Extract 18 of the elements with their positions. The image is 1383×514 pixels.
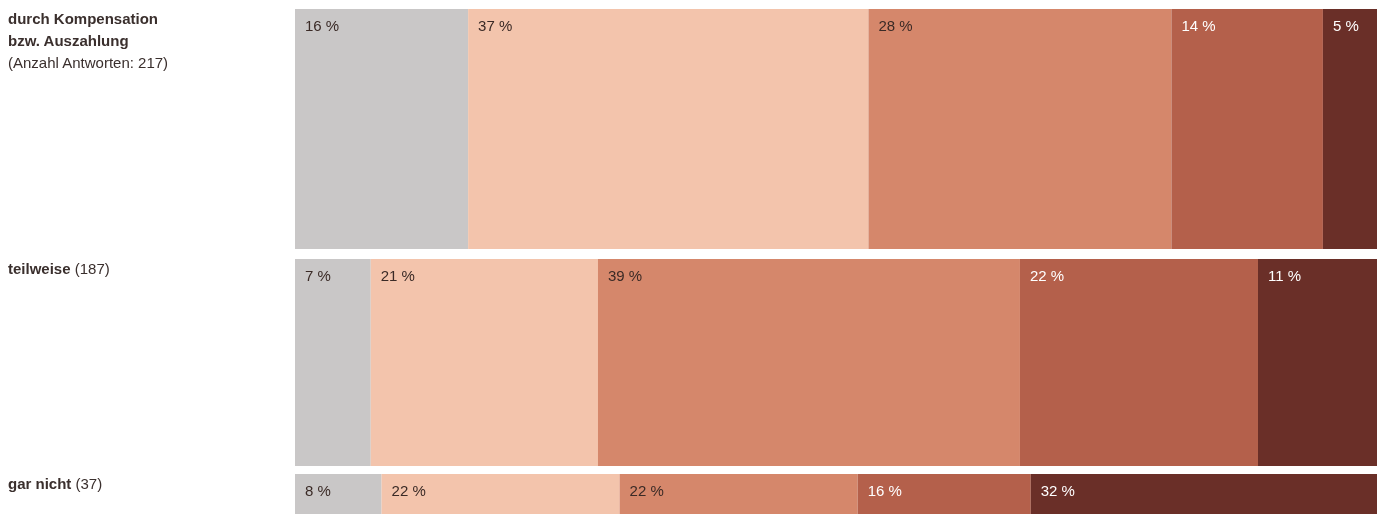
data-label: 8 %	[305, 482, 331, 499]
data-label: 39 %	[607, 267, 643, 284]
data-label: 22 %	[391, 482, 426, 499]
data-label: 16 %	[867, 482, 902, 499]
data-label: 16 %	[305, 17, 340, 34]
data-label: 21 %	[380, 267, 415, 284]
data-label: 22 %	[1029, 267, 1065, 284]
y-tick-label: durch Kompensation bzw. Auszahlung (Anzahl Antworten: 217)	[8, 10, 169, 71]
data-label: 37 %	[478, 17, 513, 34]
data-label: 5 %	[1332, 17, 1359, 34]
y-tick-label: gar nicht (37)	[8, 475, 103, 492]
data-label: 7 %	[305, 267, 331, 284]
data-label: 28 %	[878, 17, 913, 34]
data-label: 32 %	[1040, 482, 1075, 499]
y-tick-label: teilweise (187)	[8, 260, 110, 277]
data-label: 22 %	[629, 482, 664, 499]
data-label: 14 %	[1181, 17, 1216, 34]
data-label: 11 %	[1267, 267, 1302, 284]
